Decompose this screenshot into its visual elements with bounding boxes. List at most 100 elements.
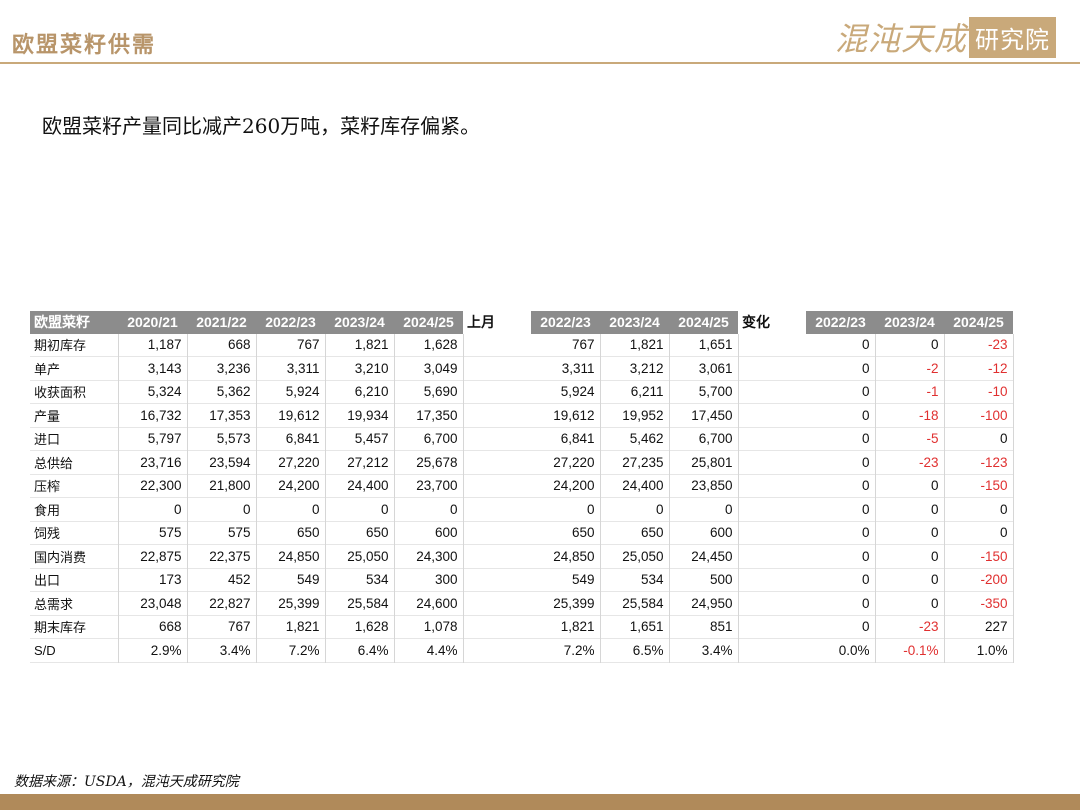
cell-main: 549 [256, 568, 326, 592]
col-header-main: 2023/24 [325, 311, 394, 334]
cell-main: 3,210 [325, 356, 395, 380]
cell-change: -350 [944, 591, 1014, 615]
cell-last-month: 6.5% [600, 638, 670, 662]
cell-main: 2.9% [118, 638, 188, 662]
cell-change: 0 [806, 474, 876, 498]
spacer-cell [463, 591, 531, 615]
cell-change: 0 [875, 521, 945, 545]
cell-main: 600 [394, 521, 464, 545]
cell-main: 22,300 [118, 474, 188, 498]
group-label-last-month: 上月 [463, 311, 531, 334]
cell-main: 650 [325, 521, 395, 545]
cell-main: 23,700 [394, 474, 464, 498]
cell-change: 0 [806, 380, 876, 404]
cell-main: 4.4% [394, 638, 464, 662]
header-divider [0, 62, 1080, 64]
row-label: 饲残 [30, 521, 119, 545]
spacer-cell [463, 638, 531, 662]
table-row: 压榨 22,300 21,800 24,200 24,400 23,700 24,200 24… [30, 474, 1014, 498]
cell-main: 5,797 [118, 427, 188, 451]
spacer-cell [738, 638, 806, 662]
row-label: S/D [30, 638, 119, 662]
cell-last-month: 0 [531, 497, 601, 521]
cell-main: 7.2% [256, 638, 326, 662]
cell-change: 0 [875, 333, 945, 357]
cell-last-month: 534 [600, 568, 670, 592]
cell-last-month: 5,462 [600, 427, 670, 451]
cell-last-month: 767 [531, 333, 601, 357]
cell-main: 22,875 [118, 544, 188, 568]
cell-change: 0 [875, 591, 945, 615]
cell-last-month: 24,400 [600, 474, 670, 498]
cell-change: 0 [806, 591, 876, 615]
table-header-row: 欧盟菜籽 2020/21 2021/22 2022/23 2023/24 202… [30, 311, 1013, 334]
cell-main: 5,457 [325, 427, 395, 451]
spacer-cell [738, 544, 806, 568]
spacer-cell [463, 403, 531, 427]
cell-main: 19,612 [256, 403, 326, 427]
cell-change: 0 [875, 497, 945, 521]
cell-last-month: 6,211 [600, 380, 670, 404]
row-label: 期初库存 [30, 333, 119, 357]
spacer-cell [463, 474, 531, 498]
cell-change: 1.0% [944, 638, 1014, 662]
group-label-change: 变化 [738, 311, 806, 334]
cell-main: 6,210 [325, 380, 395, 404]
logo-script-text: 混沌天成 [834, 20, 967, 58]
table-row: 收获面积 5,324 5,362 5,924 6,210 5,690 5,924 6,211 5… [30, 380, 1014, 404]
cell-main: 668 [118, 615, 188, 639]
cell-change: -100 [944, 403, 1014, 427]
cell-change: 0 [944, 427, 1014, 451]
cell-change: -5 [875, 427, 945, 451]
cell-change: -2 [875, 356, 945, 380]
cell-last-month: 27,235 [600, 450, 670, 474]
cell-main: 3,236 [187, 356, 257, 380]
supply-demand-table: 欧盟菜籽 2020/21 2021/22 2022/23 2023/24 202… [30, 311, 1014, 663]
col-header-main: 2021/22 [187, 311, 256, 334]
cell-main: 24,200 [256, 474, 326, 498]
spacer-cell [463, 497, 531, 521]
cell-change: -12 [944, 356, 1014, 380]
cell-main: 27,212 [325, 450, 395, 474]
cell-last-month: 24,850 [531, 544, 601, 568]
cell-last-month: 0 [669, 497, 739, 521]
cell-main: 1,628 [394, 333, 464, 357]
cell-change: 0 [806, 356, 876, 380]
spacer-cell [738, 591, 806, 615]
col-header-main: 2020/21 [118, 311, 187, 334]
cell-main: 3,143 [118, 356, 188, 380]
cell-main: 6,841 [256, 427, 326, 451]
cell-change: 0 [875, 474, 945, 498]
spacer-cell [463, 356, 531, 380]
cell-main: 6.4% [325, 638, 395, 662]
cell-last-month: 3,212 [600, 356, 670, 380]
cell-main: 24,400 [325, 474, 395, 498]
spacer-cell [738, 403, 806, 427]
brand-logo: 混沌天成 研究院 [835, 14, 1056, 60]
cell-change: -23 [875, 615, 945, 639]
cell-last-month: 27,220 [531, 450, 601, 474]
cell-main: 19,934 [325, 403, 395, 427]
cell-main: 575 [118, 521, 188, 545]
cell-main: 5,362 [187, 380, 257, 404]
page-header-title: 欧盟菜籽供需 [12, 32, 157, 58]
cell-main: 767 [187, 615, 257, 639]
col-header-change: 2023/24 [875, 311, 944, 334]
cell-change: 0 [806, 615, 876, 639]
cell-last-month: 19,952 [600, 403, 670, 427]
cell-change: 0 [875, 568, 945, 592]
cell-main: 21,800 [187, 474, 257, 498]
cell-last-month: 1,821 [531, 615, 601, 639]
spacer-cell [738, 356, 806, 380]
cell-main: 3,311 [256, 356, 326, 380]
cell-last-month: 25,801 [669, 450, 739, 474]
row-label: 总供给 [30, 450, 119, 474]
cell-main: 22,375 [187, 544, 257, 568]
cell-last-month: 5,924 [531, 380, 601, 404]
cell-last-month: 1,651 [600, 615, 670, 639]
row-label: 期末库存 [30, 615, 119, 639]
table-row: 进口 5,797 5,573 6,841 5,457 6,700 6,841 5,462 6,7… [30, 427, 1014, 451]
cell-main: 300 [394, 568, 464, 592]
cell-last-month: 5,700 [669, 380, 739, 404]
table-row: 产量 16,732 17,353 19,612 19,934 17,350 19,612 19… [30, 403, 1014, 427]
